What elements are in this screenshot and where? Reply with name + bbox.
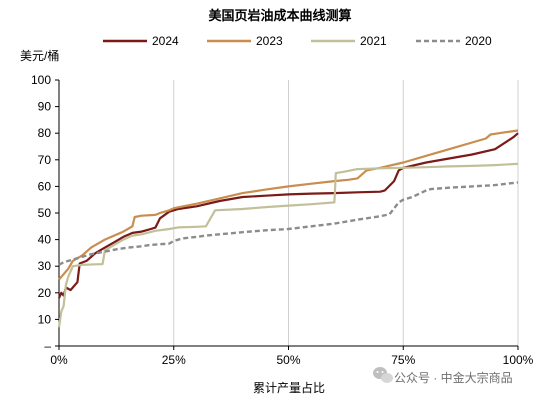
y-tick-label-0: – xyxy=(44,339,51,353)
y-axis-label: 美元/桶 xyxy=(20,48,59,63)
y-ticks: – 10 20 30 40 50 60 70 80 90 100 xyxy=(31,73,59,353)
x-tick-label-75: 75% xyxy=(391,353,415,367)
x-axis-label: 累计产量占比 xyxy=(253,380,325,395)
series-line-2020 xyxy=(58,181,519,266)
y-tick-label-60: 60 xyxy=(38,179,52,193)
legend-label-2021: 2021 xyxy=(360,34,387,48)
legend-label-2020: 2020 xyxy=(465,34,492,48)
x-tick-label-25: 25% xyxy=(162,353,186,367)
x-tick-label-50: 50% xyxy=(276,353,300,367)
series-lines xyxy=(57,129,519,328)
series-line-2021 xyxy=(57,162,519,328)
y-tick-label-100: 100 xyxy=(31,73,51,87)
series-line-2024 xyxy=(57,132,519,299)
x-ticks: 0% 25% 50% 75% 100% xyxy=(50,346,534,367)
y-tick-label-40: 40 xyxy=(38,233,52,247)
wechat-icon xyxy=(373,367,393,383)
watermark: 公众号 · 中金大宗商品 xyxy=(373,367,513,385)
x-tick-label-100: 100% xyxy=(503,353,534,367)
grid-lines xyxy=(173,80,519,346)
y-tick-label-10: 10 xyxy=(38,312,52,326)
y-tick-label-80: 80 xyxy=(38,126,52,140)
legend-label-2024: 2024 xyxy=(152,34,179,48)
y-tick-label-90: 90 xyxy=(38,100,52,114)
y-tick-label-30: 30 xyxy=(38,259,52,273)
x-tick-label-0: 0% xyxy=(50,353,68,367)
series-line-2023 xyxy=(58,129,519,281)
chart-title: 美国页岩油成本曲线测算 xyxy=(208,8,351,23)
y-tick-label-50: 50 xyxy=(38,206,52,220)
watermark-text: 公众号 · 中金大宗商品 xyxy=(394,370,513,385)
legend: 2024 2023 2021 2020 xyxy=(103,34,492,48)
y-tick-label-20: 20 xyxy=(38,286,52,300)
legend-label-2023: 2023 xyxy=(256,34,283,48)
y-tick-label-70: 70 xyxy=(38,153,52,167)
